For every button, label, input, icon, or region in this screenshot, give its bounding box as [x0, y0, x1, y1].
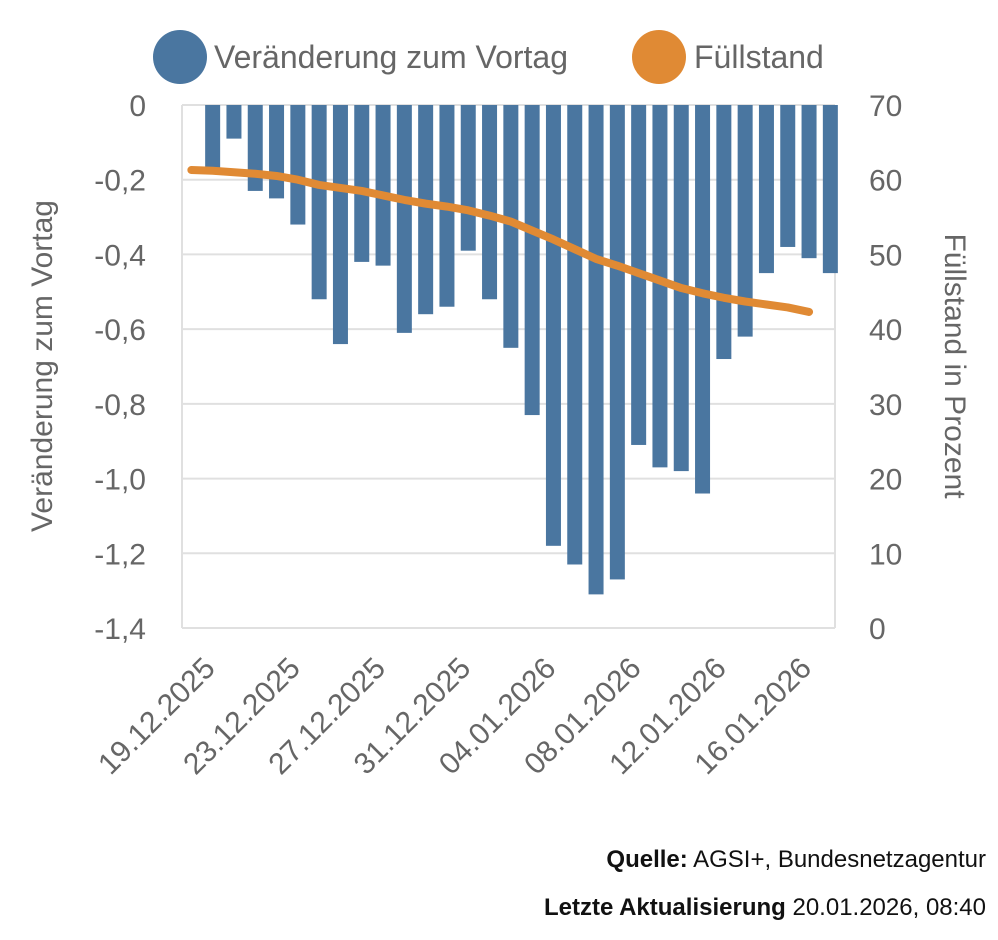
bar-09.01.2026 [652, 105, 668, 468]
bar-20.12.2025 [226, 105, 242, 139]
y-tick-label: -1,0 [94, 464, 146, 497]
bar-28.12.2025 [396, 105, 412, 333]
y-tick-label: -1,2 [94, 538, 146, 571]
y2-tick-label: 0 [869, 613, 886, 646]
fill-level-line [187, 166, 814, 316]
legend: Veränderung zum Vortag Füllstand [153, 30, 824, 84]
updated-label: Letzte Aktualisierung [543, 894, 786, 921]
legend-swatch-change [153, 30, 207, 84]
y-tick-label: 0 [129, 90, 146, 123]
y-tick-label: -0,4 [94, 239, 146, 272]
bar-05.01.2026 [567, 105, 583, 565]
bar-07.01.2026 [609, 105, 625, 580]
source-value: AGSI+, Bundesnetzagentur [693, 846, 986, 873]
legend-swatch-fill [632, 30, 686, 84]
y2-axis-label: Füllstand in Prozent [938, 233, 971, 499]
bar-29.12.2025 [418, 105, 434, 315]
bar-22.12.2025 [269, 105, 285, 199]
y2-tick-label: 40 [869, 314, 902, 347]
bar-13.01.2026 [737, 105, 753, 337]
legend-label-fill: Füllstand [694, 39, 824, 75]
y2-tick-label: 10 [869, 538, 902, 571]
bar-24.12.2025 [311, 105, 327, 300]
bar-15.01.2026 [780, 105, 796, 247]
bar-21.12.2025 [247, 105, 263, 191]
bar-17.01.2026 [822, 105, 838, 274]
bar-26.12.2025 [354, 105, 370, 262]
y2-tick-label: 30 [869, 389, 902, 422]
source-label: Quelle: [606, 846, 688, 873]
bar-27.12.2025 [375, 105, 391, 266]
y-tick-label: -0,2 [94, 165, 146, 198]
bar-12.01.2026 [716, 105, 732, 360]
bar-03.01.2026 [524, 105, 540, 416]
legend-label-change: Veränderung zum Vortag [214, 39, 568, 75]
y2-tick-label: 70 [869, 90, 902, 123]
bar-06.01.2026 [588, 105, 604, 595]
y-tick-label: -0,6 [94, 314, 146, 347]
y2-tick-label: 60 [869, 165, 902, 198]
y2-tick-label: 50 [869, 239, 902, 272]
bar-14.01.2026 [758, 105, 774, 274]
bar-31.12.2025 [460, 105, 476, 251]
bar-02.01.2026 [503, 105, 519, 348]
bar-11.01.2026 [695, 105, 711, 494]
update-note: Letzte Aktualisierung 20.01.2026, 08:40 [544, 894, 986, 922]
bar-19.12.2025 [205, 105, 221, 169]
bar-01.01.2026 [482, 105, 498, 300]
bar-25.12.2025 [332, 105, 348, 345]
y-axis-label: Veränderung zum Vortag [26, 200, 59, 532]
bar-04.01.2026 [545, 105, 561, 546]
updated-value: 20.01.2026, 08:40 [792, 894, 986, 921]
bar-23.12.2025 [290, 105, 306, 225]
y-tick-label: -0,8 [94, 389, 146, 422]
source-note: Quelle: AGSI+, Bundesnetzagentur [606, 846, 986, 874]
y-tick-label: -1,4 [94, 613, 146, 646]
bar-16.01.2026 [801, 105, 817, 259]
y2-tick-label: 20 [869, 464, 902, 497]
